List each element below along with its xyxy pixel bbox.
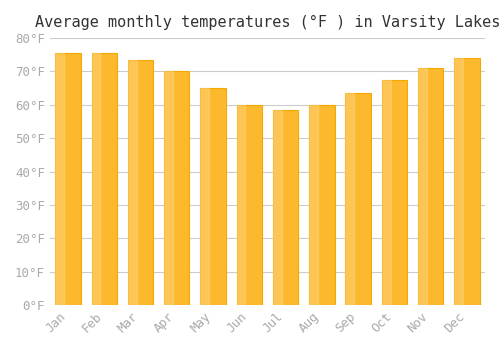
Bar xyxy=(164,71,190,305)
Bar xyxy=(200,88,209,305)
Bar xyxy=(236,105,262,305)
Bar xyxy=(164,71,173,305)
Bar xyxy=(273,110,282,305)
Bar xyxy=(418,68,444,305)
Bar xyxy=(200,88,226,305)
Bar xyxy=(56,53,80,305)
Bar xyxy=(92,53,117,305)
Bar xyxy=(346,93,371,305)
Bar xyxy=(454,58,479,305)
Bar xyxy=(309,105,318,305)
Bar xyxy=(273,110,298,305)
Bar xyxy=(236,105,246,305)
Bar xyxy=(382,80,390,305)
Bar xyxy=(454,58,463,305)
Bar xyxy=(382,80,407,305)
Bar xyxy=(128,61,136,305)
Bar xyxy=(309,105,334,305)
Bar xyxy=(418,68,427,305)
Bar xyxy=(56,53,64,305)
Bar xyxy=(128,61,153,305)
Bar xyxy=(346,93,354,305)
Bar xyxy=(92,53,100,305)
Title: Average monthly temperatures (°F ) in Varsity Lakes: Average monthly temperatures (°F ) in Va… xyxy=(34,15,500,30)
